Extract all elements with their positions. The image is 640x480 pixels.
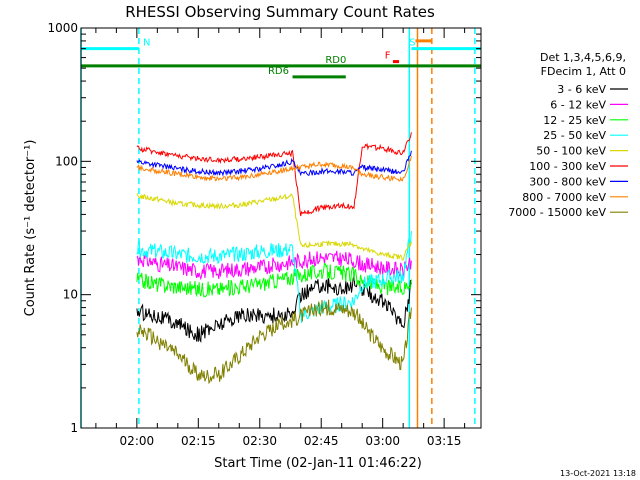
generation-timestamp: 13-Oct-2021 13:18: [560, 469, 636, 478]
legend-entry-label: 100 - 300 keV: [529, 160, 606, 173]
y-tick-label: 100: [55, 154, 78, 168]
series-lines: [136, 132, 412, 385]
x-axis-label: Start Time (02-Jan-11 01:46:22): [214, 456, 422, 471]
y-tick-label: 1000: [47, 21, 78, 35]
x-tick-label: 03:00: [365, 434, 400, 448]
legend-entry-label: 7000 - 15000 keV: [508, 206, 606, 219]
plot-frame: [80, 27, 482, 429]
x-tick-label: 02:00: [120, 434, 155, 448]
flag-label: F: [385, 51, 391, 62]
series-line-5: [136, 193, 412, 261]
legend-entry-label: 12 - 25 keV: [543, 114, 606, 127]
legend-entry-label: 50 - 100 keV: [536, 145, 606, 158]
flag-label: N: [143, 38, 150, 49]
status-flags: N S RD0 RD6 F: [81, 38, 481, 79]
x-tick-label: 02:45: [304, 434, 339, 448]
axes: 1 10 100 1000 02:00 02:15 02:30 02:45 03:00 03:15: [47, 21, 481, 448]
x-tick-label: 03:15: [427, 434, 462, 448]
legend-entry-label: 25 - 50 keV: [543, 129, 606, 142]
flag-label: RD0: [325, 55, 346, 66]
legend-header: Det 1,3,4,5,6,9,: [540, 51, 626, 64]
y-tick-label: 1: [70, 421, 78, 435]
series-line-7: [136, 150, 412, 177]
chart-title: RHESSI Observing Summary Count Rates: [125, 3, 435, 21]
y-tick-label: 10: [63, 288, 78, 302]
flag-label: S: [409, 38, 415, 49]
x-tick-label: 02:30: [242, 434, 277, 448]
series-line-4: [136, 231, 412, 323]
legend-header: FDecim 1, Att 0: [541, 65, 626, 78]
series-line-2: [136, 250, 412, 281]
y-axis-label: Count Rate (s⁻¹ detector⁻¹): [23, 140, 38, 317]
legend-entry-label: 6 - 12 keV: [550, 98, 606, 111]
legend: Det 1,3,4,5,6,9,FDecim 1, Att 0 3 - 6 keV…: [508, 51, 628, 219]
legend-entry-label: 800 - 7000 keV: [522, 191, 606, 204]
legend-entry-label: 300 - 800 keV: [529, 175, 606, 188]
series-line-8: [136, 155, 412, 182]
flag-label: RD6: [268, 66, 289, 77]
x-tick-label: 02:15: [181, 434, 216, 448]
series-line-6: [136, 132, 412, 217]
series-line-9: [136, 299, 412, 385]
legend-entry-label: 3 - 6 keV: [557, 83, 606, 96]
